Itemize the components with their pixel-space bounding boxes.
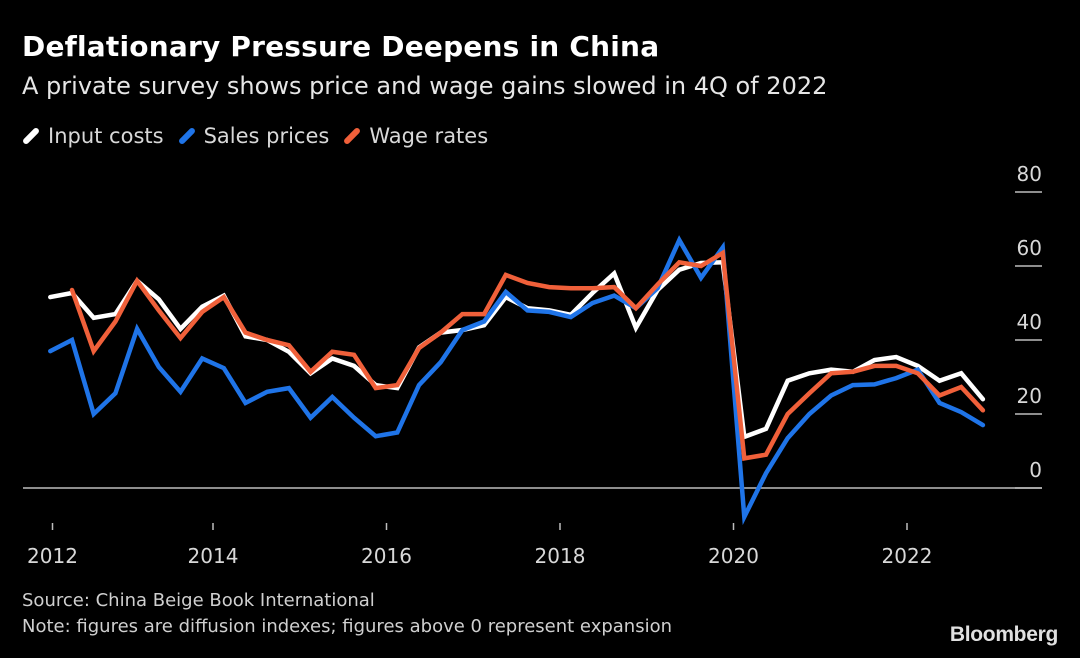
series-line-input-costs — [48, 259, 986, 441]
x-tick-label: 2012 — [27, 544, 78, 568]
legend-item-sales-prices: Sales prices — [177, 124, 330, 148]
chart-title: Deflationary Pressure Deepens in China — [22, 30, 660, 63]
legend-label: Wage rates — [369, 124, 489, 148]
x-axis: 2012 2014 2016 2018 2020 2022 — [27, 523, 932, 568]
methodology-note: Note: figures are diffusion indexes; fig… — [22, 616, 673, 637]
y-axis: 0 20 40 60 80 — [23, 162, 1042, 489]
legend-item-input-costs: Input costs — [21, 124, 164, 148]
legend: Input costs Sales prices Wage rates — [21, 124, 502, 148]
y-tick-label: 60 — [1017, 236, 1042, 260]
chart-subtitle: A private survey shows price and wage ga… — [22, 72, 828, 100]
y-tick-label: 80 — [1017, 162, 1042, 186]
series-line-wage-rates — [69, 249, 986, 462]
y-tick-label: 0 — [1029, 458, 1042, 482]
x-tick-label: 2022 — [882, 544, 933, 568]
bloomberg-logo: Bloomberg — [949, 623, 1058, 646]
y-tick-label: 20 — [1017, 384, 1042, 408]
x-tick-label: 2016 — [361, 544, 412, 568]
series-layer — [48, 235, 986, 526]
x-tick-label: 2014 — [188, 544, 239, 568]
y-tick-label: 40 — [1017, 310, 1042, 334]
source-note: Source: China Beige Book International — [22, 590, 375, 611]
x-tick-label: 2020 — [708, 544, 759, 568]
x-tick-label: 2018 — [535, 544, 586, 568]
series-line-sales-prices — [48, 235, 986, 526]
legend-item-wage-rates: Wage rates — [343, 124, 488, 148]
legend-label: Input costs — [48, 124, 164, 148]
legend-label: Sales prices — [203, 124, 330, 148]
